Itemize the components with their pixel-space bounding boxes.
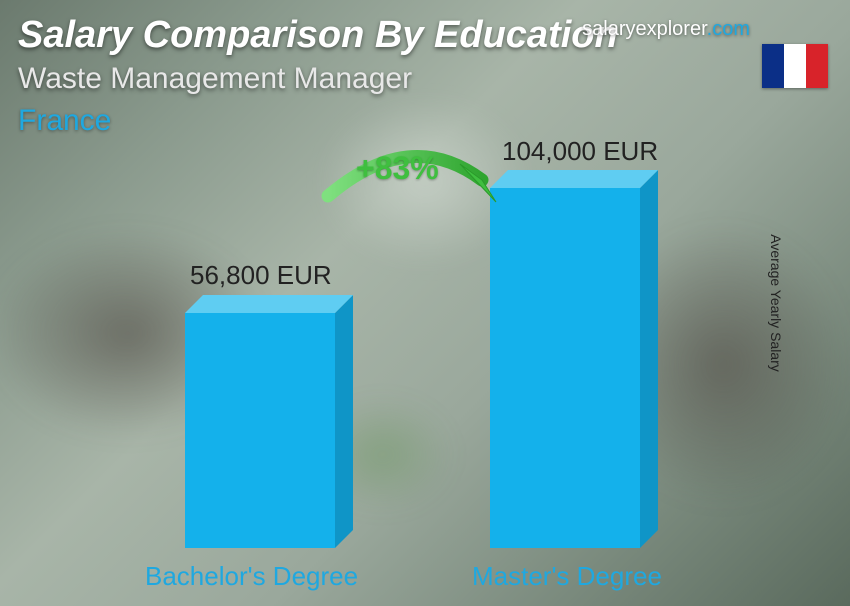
bar-top bbox=[490, 170, 658, 188]
bar-side bbox=[335, 295, 353, 548]
bar-side bbox=[640, 170, 658, 548]
bar-0 bbox=[185, 313, 335, 548]
infographic-container: Salary Comparison By Education Waste Man… bbox=[0, 0, 850, 606]
bar-value-label: 104,000 EUR bbox=[502, 136, 658, 167]
bar-value-label: 56,800 EUR bbox=[190, 260, 332, 291]
bar-category-label: Master's Degree bbox=[472, 561, 662, 592]
bar-1 bbox=[490, 188, 640, 548]
bar-front bbox=[185, 313, 335, 548]
bar-top bbox=[185, 295, 353, 313]
bar-category-label: Bachelor's Degree bbox=[145, 561, 358, 592]
percent-increase-label: +83% bbox=[356, 150, 439, 187]
bar-front bbox=[490, 188, 640, 548]
bar-chart: 56,800 EUR Bachelor's Degree 104,000 EUR Ma… bbox=[0, 0, 850, 606]
